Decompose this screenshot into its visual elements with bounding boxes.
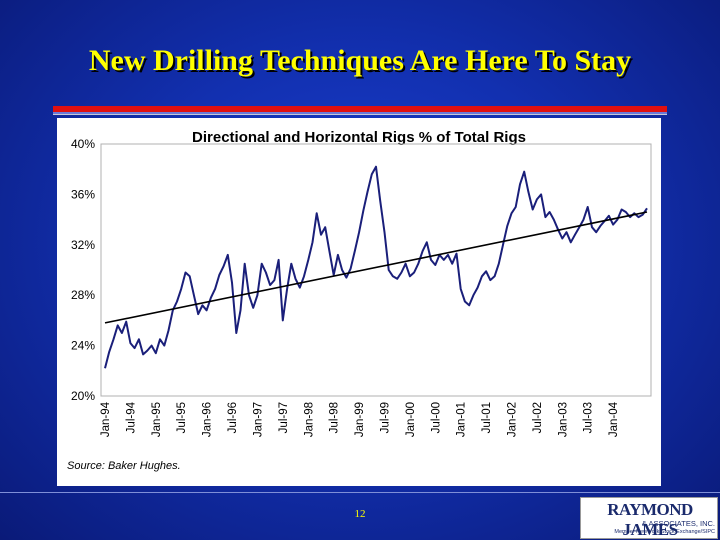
logo-tagline: Member New York Stock Exchange/SIPC — [614, 529, 715, 535]
y-tick-label: 28% — [71, 288, 95, 302]
x-tick-label: Jan-96 — [202, 402, 214, 437]
logo-wordmark: RAYMOND JAMES — [607, 500, 693, 539]
plot-frame — [100, 143, 652, 397]
x-tick-label: Jul-94 — [125, 401, 137, 433]
title-rule-red — [53, 106, 667, 112]
x-tick-label: Jan-01 — [456, 402, 468, 437]
y-axis-ticks: 40% 36% 32% 28% 24% 20% — [71, 137, 95, 403]
x-tick-label: Jan-03 — [557, 402, 569, 437]
x-tick-label: Jan-95 — [151, 402, 163, 437]
x-tick-label: Jul-03 — [583, 402, 595, 433]
x-axis-ticks: Jan-94 Jul-94 Jan-95 Jul-95 Jan-96 Jul-96 Jan-… — [100, 401, 620, 437]
title-rule-gray — [53, 114, 667, 115]
logo-subtitle: & ASSOCIATES, INC. — [641, 519, 715, 528]
y-tick-label: 24% — [71, 339, 95, 353]
y-tick-label: 20% — [71, 389, 95, 403]
x-tick-label: Jul-02 — [532, 402, 544, 433]
rig-share-line — [104, 165, 648, 369]
y-tick-label: 32% — [71, 238, 95, 252]
x-tick-label: Jan-04 — [608, 401, 620, 437]
footer-line — [0, 492, 720, 493]
y-tick-label: 36% — [71, 187, 95, 201]
title-rule-blue — [53, 112, 667, 114]
x-tick-label: Jul-00 — [430, 402, 442, 433]
rig-share-chart: Directional and Horizontal Rigs % of Tot… — [57, 118, 661, 486]
trend-line — [104, 211, 648, 324]
x-tick-label: Jul-97 — [278, 402, 290, 433]
chart-panel: Directional and Horizontal Rigs % of Tot… — [57, 118, 661, 486]
x-tick-label: Jul-96 — [227, 402, 239, 433]
chart-title: Directional and Horizontal Rigs % of Tot… — [192, 129, 526, 146]
series-layer — [104, 165, 648, 369]
x-tick-label: Jul-01 — [481, 402, 493, 433]
source-note: Source: Baker Hughes. — [67, 460, 181, 472]
x-tick-label: Jan-00 — [405, 402, 417, 437]
x-tick-label: Jul-98 — [329, 402, 341, 433]
x-tick-label: Jan-02 — [507, 402, 519, 437]
x-tick-label: Jan-99 — [354, 402, 366, 437]
x-tick-label: Jul-95 — [176, 402, 188, 433]
y-tick-label: 40% — [71, 137, 95, 151]
slide-title: New Drilling Techniques Are Here To Stay — [88, 44, 632, 77]
x-tick-label: Jan-98 — [303, 402, 315, 437]
chart-background — [57, 118, 661, 486]
x-tick-label: Jan-94 — [100, 401, 112, 437]
raymond-james-logo: RAYMOND JAMES & ASSOCIATES, INC. Member … — [580, 497, 718, 539]
x-tick-label: Jan-97 — [252, 402, 264, 437]
x-tick-label: Jul-99 — [379, 402, 391, 433]
page-number: 12 — [354, 508, 366, 520]
